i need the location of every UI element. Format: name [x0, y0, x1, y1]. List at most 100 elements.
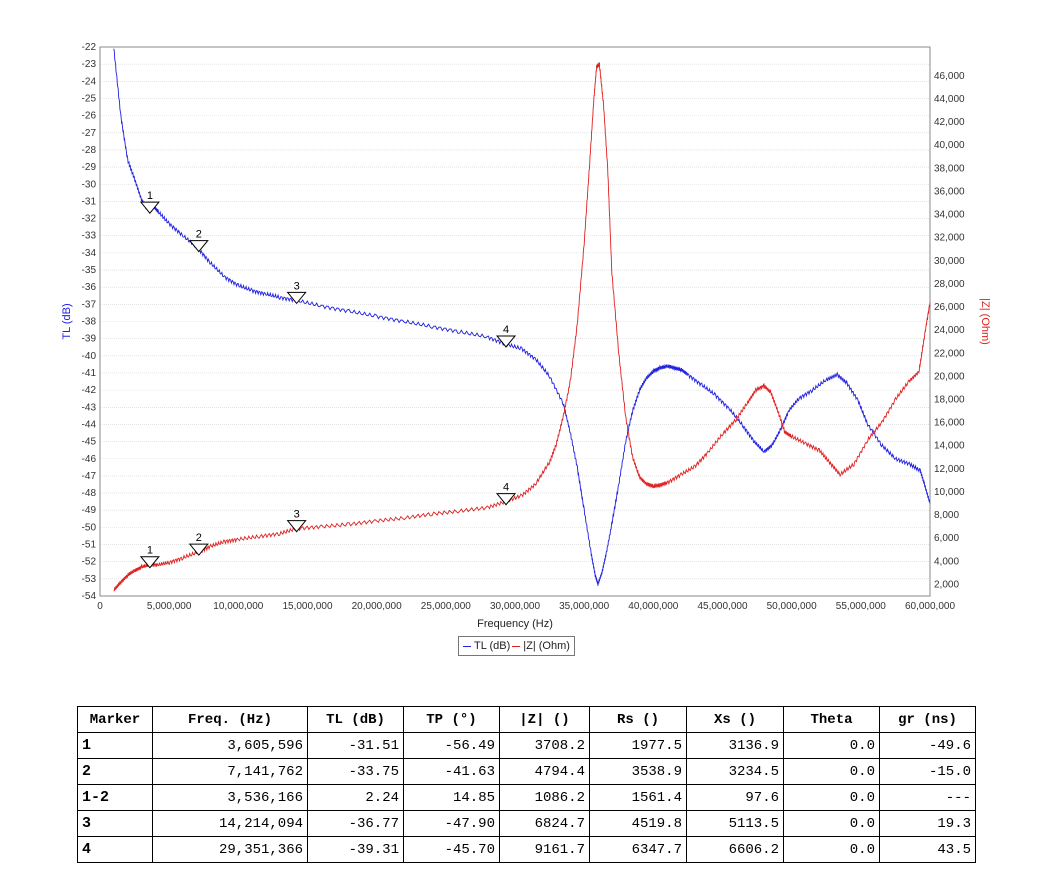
plot-frame	[99, 46, 931, 597]
z-series-line	[113, 62, 931, 592]
left-tick-label: -45	[82, 437, 97, 448]
right-tick-label: 28,000	[934, 279, 965, 290]
left-tick-label: -35	[82, 265, 97, 276]
table-cell: 3234.5	[686, 758, 784, 785]
table-cell: 9161.7	[499, 836, 590, 863]
table-cell: 3538.9	[589, 758, 687, 785]
right-tick-label: 32,000	[934, 233, 965, 244]
table-row: 1 3,605,596 -31.51 -56.49 3708.2 1977.5 3136.9…	[77, 732, 976, 759]
left-axis-ticks: -22 -23 -24 -25 -26 -27 -28 -29 -30 -31 -32 -33 -34 -…	[82, 42, 97, 602]
x-tick-label: 0	[97, 601, 103, 612]
z-legend-swatch	[512, 645, 521, 647]
marker-id-cell: 1	[77, 732, 153, 759]
left-tick-label: -49	[82, 505, 97, 516]
left-tick-label: -32	[82, 214, 97, 225]
right-tick-label: 46,000	[934, 71, 965, 82]
marker-label: 4	[503, 324, 509, 336]
x-tick-label: 60,000,000	[905, 601, 955, 612]
tl-legend-swatch	[463, 645, 471, 647]
left-tick-label: -47	[82, 471, 97, 482]
table-cell: 5113.5	[686, 810, 784, 837]
table-row: 1-2 3,536,166 2.24 14.85 1086.2 1561.4 97.6 0.0…	[77, 784, 976, 811]
table-cell: -36.77	[307, 810, 404, 837]
table-cell: 3,536,166	[152, 784, 308, 811]
table-cell: 1086.2	[499, 784, 590, 811]
table-cell: 6347.7	[589, 836, 687, 863]
table-cell: -41.63	[403, 758, 500, 785]
left-tick-label: -31	[82, 196, 97, 207]
table-cell: 6824.7	[499, 810, 590, 837]
legend-entry-tl: TL (dB)	[474, 640, 511, 652]
marker-triangle-tl	[188, 240, 209, 253]
left-tick-label: -30	[82, 179, 97, 190]
left-tick-label: -52	[82, 557, 97, 568]
table-cell: 43.5	[879, 836, 976, 863]
right-tick-label: 34,000	[934, 210, 965, 221]
x-axis-ticks: 0 5,000,000 10,000,000 15,000,000 20,000,000…	[97, 601, 955, 612]
marker-triangle-z	[286, 520, 307, 533]
table-cell: 1977.5	[589, 732, 687, 759]
right-tick-label: 42,000	[934, 117, 965, 128]
table-cell: 3,605,596	[152, 732, 308, 759]
table-cell: 0.0	[783, 836, 880, 863]
left-tick-label: -34	[82, 248, 97, 259]
table-cell: 6606.2	[686, 836, 784, 863]
marker-table: Marker Freq. (Hz) TL (dB) TP (°) |Z| () …	[77, 706, 976, 863]
table-cell: -56.49	[403, 732, 500, 759]
table-row: 4 29,351,366 -39.31 -45.70 9161.7 6347.7 6606.…	[77, 836, 976, 863]
table-cell: -15.0	[879, 758, 976, 785]
x-tick-label: 35,000,000	[559, 601, 609, 612]
marker-id-cell: 2	[77, 758, 153, 785]
x-tick-label: 20,000,000	[352, 601, 402, 612]
left-tick-label: -27	[82, 128, 97, 139]
marker-label: 3	[294, 509, 300, 521]
table-cell: 7,141,762	[152, 758, 308, 785]
col-header: TP (°)	[403, 706, 500, 733]
left-tick-label: -29	[82, 162, 97, 173]
x-axis-title: Frequency (Hz)	[477, 618, 553, 630]
right-tick-label: 36,000	[934, 186, 965, 197]
col-header: Xs ()	[686, 706, 784, 733]
left-tick-label: -36	[82, 282, 97, 293]
left-tick-label: -54	[82, 591, 97, 602]
table-cell: -47.90	[403, 810, 500, 837]
right-tick-label: 16,000	[934, 418, 965, 429]
left-tick-label: -40	[82, 351, 97, 362]
marker-triangle-tl	[139, 201, 160, 214]
marker-label: 4	[503, 482, 509, 494]
x-tick-label: 15,000,000	[282, 601, 332, 612]
left-tick-label: -51	[82, 540, 97, 551]
right-tick-label: 12,000	[934, 464, 965, 475]
x-tick-label: 30,000,000	[490, 601, 540, 612]
tl-series-line	[113, 48, 931, 586]
marker-label: 3	[294, 280, 300, 292]
marker-id-cell: 1-2	[77, 784, 153, 811]
table-cell: 19.3	[879, 810, 976, 837]
marker-triangle-tl	[286, 291, 307, 305]
legend: TL (dB) |Z| (Ohm)	[458, 636, 575, 656]
col-header: Rs ()	[589, 706, 687, 733]
x-tick-label: 45,000,000	[697, 601, 747, 612]
right-tick-label: 40,000	[934, 140, 965, 151]
col-header: |Z| ()	[499, 706, 590, 733]
table-cell: 4519.8	[589, 810, 687, 837]
marker-id-cell: 4	[77, 836, 153, 863]
markers: 1 1 2 2 3 3 4 4	[139, 190, 517, 569]
right-tick-label: 18,000	[934, 395, 965, 406]
x-tick-label: 25,000,000	[421, 601, 471, 612]
left-tick-label: -48	[82, 488, 97, 499]
right-tick-label: 2,000	[934, 579, 959, 590]
col-header: Marker	[77, 706, 153, 733]
left-tick-label: -39	[82, 334, 97, 345]
left-tick-label: -28	[82, 145, 97, 156]
table-cell: -33.75	[307, 758, 404, 785]
table-cell: 29,351,366	[152, 836, 308, 863]
right-tick-label: 6,000	[934, 533, 959, 544]
right-tick-label: 30,000	[934, 256, 965, 267]
right-tick-label: 10,000	[934, 487, 965, 498]
left-tick-label: -46	[82, 454, 97, 465]
left-tick-label: -23	[82, 59, 97, 70]
left-tick-label: -53	[82, 574, 97, 585]
left-tick-label: -33	[82, 231, 97, 242]
x-tick-label: 5,000,000	[147, 601, 192, 612]
